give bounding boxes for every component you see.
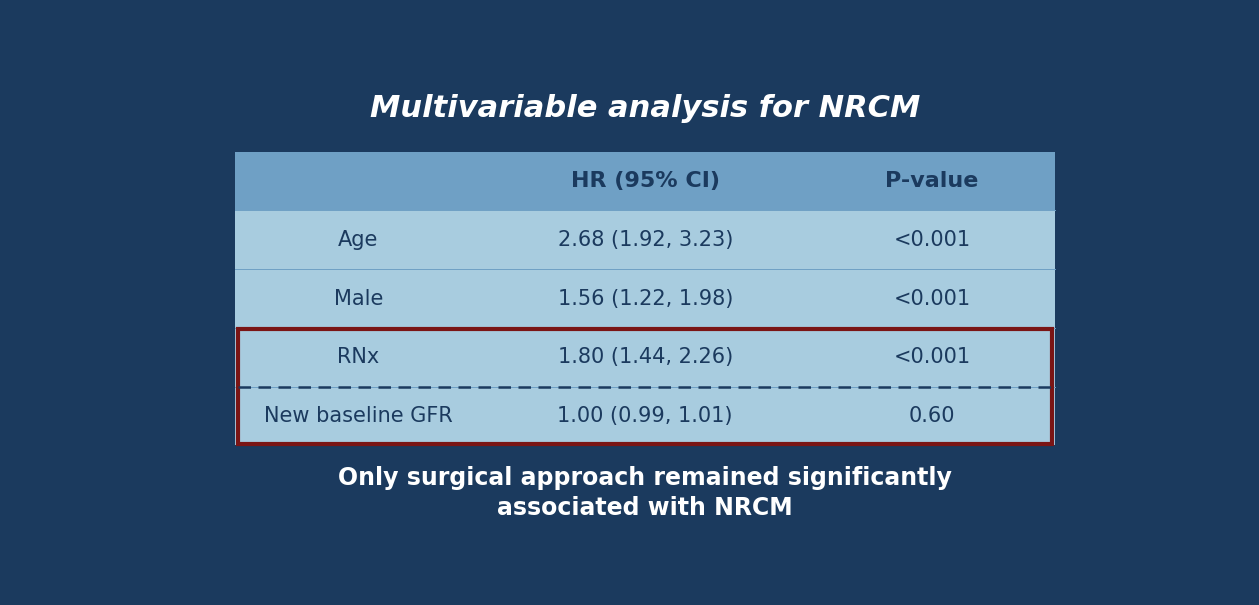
Text: 1.56 (1.22, 1.98): 1.56 (1.22, 1.98) (558, 289, 733, 309)
Text: 1.80 (1.44, 2.26): 1.80 (1.44, 2.26) (558, 347, 733, 367)
Text: P-value: P-value (885, 171, 978, 191)
Text: associated with NRCM: associated with NRCM (497, 496, 793, 520)
Text: HR (95% CI): HR (95% CI) (570, 171, 720, 191)
Text: New baseline GFR: New baseline GFR (264, 406, 453, 426)
Text: Male: Male (334, 289, 383, 309)
Text: 1.00 (0.99, 1.01): 1.00 (0.99, 1.01) (558, 406, 733, 426)
FancyBboxPatch shape (235, 152, 1055, 445)
Text: <0.001: <0.001 (894, 347, 971, 367)
Text: Only surgical approach remained significantly: Only surgical approach remained signific… (339, 466, 952, 490)
Text: RNx: RNx (337, 347, 379, 367)
Text: <0.001: <0.001 (894, 230, 971, 250)
Text: 0.60: 0.60 (909, 406, 956, 426)
Text: Age: Age (339, 230, 379, 250)
Text: <0.001: <0.001 (894, 289, 971, 309)
Text: 2.68 (1.92, 3.23): 2.68 (1.92, 3.23) (558, 230, 733, 250)
Text: Multivariable analysis for NRCM: Multivariable analysis for NRCM (370, 94, 920, 123)
